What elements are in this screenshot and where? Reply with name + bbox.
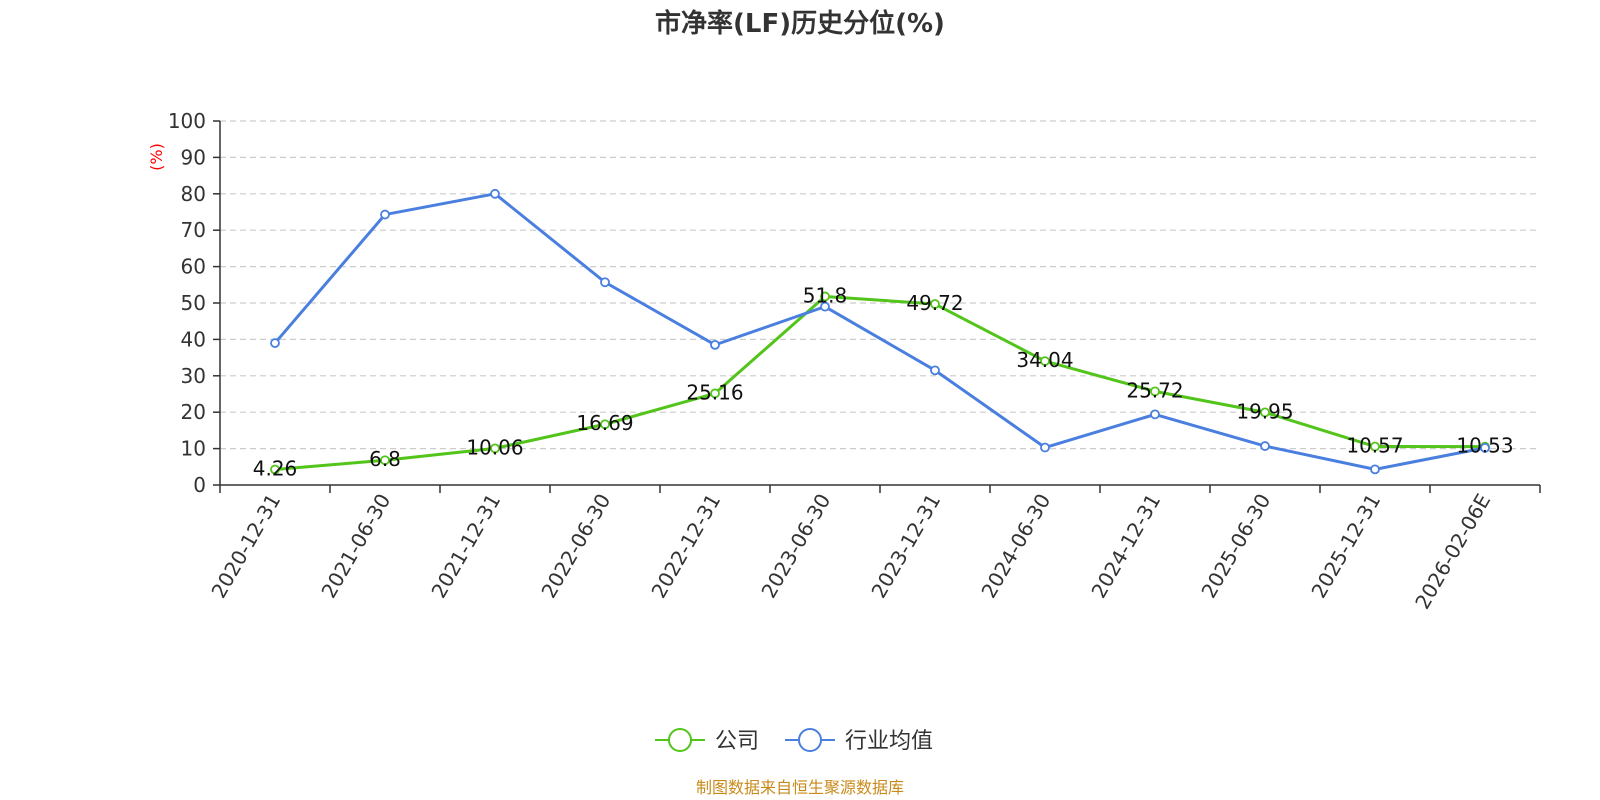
data-point-1 — [1040, 442, 1050, 453]
data-point-1 — [270, 338, 280, 348]
grid-lines — [220, 120, 1540, 450]
data-label: 25.16 — [686, 380, 743, 404]
y-tick-label: 10 — [181, 437, 206, 461]
x-tick-label: 2025-12-31 — [1306, 490, 1385, 603]
y-tick-label: 60 — [181, 255, 206, 279]
data-point-1 — [380, 209, 390, 220]
y-tick-label: 50 — [181, 291, 206, 315]
data-point-0 — [1040, 356, 1050, 366]
y-tick-label: 90 — [181, 145, 206, 169]
y-tick-label: 30 — [181, 364, 206, 388]
legend: 公司 行业均值 — [655, 728, 933, 754]
data-point-0 — [600, 419, 610, 430]
data-labels: 4.26 6.8 10.06 16.69 25.16 51.8 49.72 34.04 25.7… — [253, 283, 1514, 480]
data-label: 34.04 — [1016, 348, 1073, 372]
legend-marker — [668, 728, 692, 752]
x-tick-label: 2022-06-30 — [536, 490, 615, 603]
x-tick-labels: 2020-12-31 2021-06-30 2021-12-31 2022-06-30… — [206, 490, 1495, 614]
series-line-0 — [274, 294, 1486, 471]
data-point-1 — [1480, 442, 1490, 453]
x-tick-label: 2026-02-06E — [1410, 490, 1495, 614]
data-point-0 — [1150, 386, 1160, 397]
data-label: 10.06 — [466, 435, 523, 459]
data-label: 6.8 — [369, 447, 401, 471]
data-label: 25.72 — [1126, 378, 1183, 402]
x-tick-label: 2022-12-31 — [646, 490, 725, 603]
series-group — [270, 188, 1490, 475]
chart-title: 市净率(LF)历史分位(%) — [655, 8, 945, 39]
data-point-1 — [600, 277, 610, 288]
legend-item-0: 公司 — [655, 728, 759, 754]
axes — [213, 120, 1541, 493]
data-point-0 — [820, 291, 830, 302]
data-point-1 — [1150, 409, 1160, 420]
data-label: 19.95 — [1236, 399, 1293, 423]
series-line-1 — [273, 192, 1486, 471]
data-label: 49.72 — [906, 291, 963, 315]
y-tick-label: 100 — [168, 109, 206, 133]
y-tick-label: 0 — [193, 473, 206, 497]
data-label: 16.69 — [576, 411, 633, 435]
legend-marker — [798, 728, 822, 752]
data-point-1 — [1260, 441, 1270, 451]
data-label: 10.57 — [1346, 434, 1403, 458]
y-tick-label: 40 — [181, 327, 206, 351]
data-point-0 — [710, 388, 720, 399]
data-label: 4.26 — [253, 456, 298, 480]
y-tick-label: 70 — [181, 218, 206, 242]
data-point-1 — [490, 188, 500, 199]
y-axis-label: (%) — [147, 143, 166, 171]
x-tick-label: 2021-12-31 — [426, 490, 505, 603]
data-point-1 — [820, 301, 830, 312]
source-note: 制图数据来自恒生聚源数据库 — [696, 778, 904, 797]
y-tick-label: 80 — [181, 182, 206, 206]
x-tick-label: 2023-12-31 — [866, 490, 945, 603]
x-tick-label: 2020-12-31 — [206, 490, 285, 603]
x-tick-label: 2023-06-30 — [756, 490, 835, 603]
x-tick-label: 2024-06-30 — [976, 490, 1055, 603]
data-label: 51.8 — [803, 283, 848, 307]
legend-label: 行业均值 — [845, 729, 933, 754]
data-point-0 — [1260, 407, 1270, 418]
data-label: 10.53 — [1456, 434, 1513, 458]
data-point-0 — [1370, 441, 1380, 452]
data-point-1 — [710, 339, 720, 350]
y-tick-label: 20 — [181, 400, 206, 424]
legend-label: 公司 — [715, 729, 759, 754]
legend-item-1: 行业均值 — [785, 728, 933, 754]
x-tick-label: 2021-06-30 — [316, 490, 395, 603]
y-tick-labels: 0 10 20 30 40 50 60 70 80 90 100 — [168, 109, 206, 497]
x-tick-label: 2024-12-31 — [1086, 490, 1165, 603]
x-tick-label: 2025-06-30 — [1196, 490, 1275, 603]
data-point-1 — [1370, 464, 1380, 475]
data-point-1 — [930, 365, 940, 376]
data-point-0 — [380, 455, 390, 466]
data-point-0 — [270, 464, 280, 475]
data-point-0 — [930, 299, 940, 309]
data-point-0 — [490, 443, 500, 454]
